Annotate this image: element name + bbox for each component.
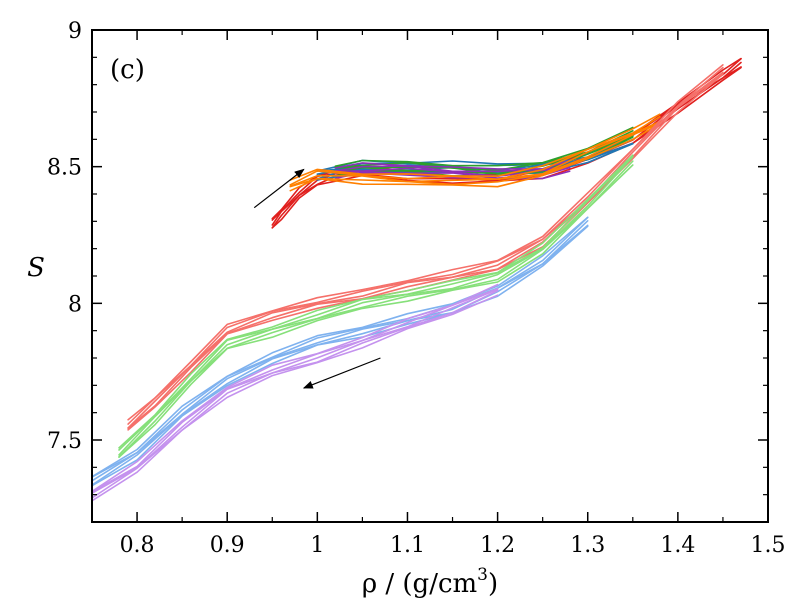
series-line (334, 130, 634, 171)
panel-label: (c) (110, 55, 145, 85)
decompression-arrow (302, 357, 381, 389)
x-tick-label: 0.8 (120, 533, 155, 558)
series-decompression-lightblue (91, 216, 589, 487)
x-axis-title-main: ρ / (g/cm (362, 569, 477, 599)
tick-layer: 0.8 0.9 1 1.1 1.2 1.3 1.4 1.5 7.5 8 8.5 9 (47, 19, 786, 558)
x-tick-label: 1.1 (390, 533, 425, 558)
series-line (118, 156, 634, 456)
series-line (289, 120, 661, 187)
series-line (118, 154, 634, 449)
series-compression-orange (289, 113, 661, 192)
x-tick-label: 1.5 (751, 533, 786, 558)
y-tick-label: 9 (68, 19, 82, 44)
series-line (127, 66, 724, 425)
series-line (91, 216, 589, 478)
annotation-layer (253, 168, 381, 389)
series-layer (91, 57, 742, 502)
series-line (289, 122, 661, 188)
series-line (91, 225, 589, 487)
series-line (91, 294, 499, 502)
series-line (334, 126, 634, 167)
y-tick-label: 8.5 (47, 156, 82, 181)
series-decompression-lavender (91, 283, 499, 502)
series-line (91, 289, 499, 499)
x-tick-label: 1 (310, 533, 324, 558)
x-axis-title: ρ / (g/cm3) (362, 565, 498, 599)
series-line (91, 288, 499, 494)
x-tick-label: 1.2 (480, 533, 515, 558)
series-line (118, 164, 634, 458)
x-tick-label: 1.4 (660, 533, 695, 558)
series-line (334, 170, 571, 180)
series-line (91, 216, 589, 478)
series-line (91, 288, 499, 493)
series-line (91, 283, 499, 493)
series-line (289, 113, 661, 181)
series-decompression-green (118, 154, 634, 458)
x-tick-label: 1.3 (570, 533, 605, 558)
plot-frame (91, 29, 769, 523)
y-axis-title: S (27, 253, 45, 283)
series-line (289, 115, 661, 186)
x-axis-title-superscript: 3 (477, 565, 488, 585)
series-line (289, 122, 661, 192)
y-tick-label: 7.5 (47, 429, 82, 454)
y-tick-label: 8 (68, 292, 82, 317)
x-axis-title-suffix: ) (488, 569, 498, 599)
compression-arrow (253, 168, 305, 209)
series-line (127, 64, 724, 421)
x-tick-label: 0.9 (210, 533, 245, 558)
